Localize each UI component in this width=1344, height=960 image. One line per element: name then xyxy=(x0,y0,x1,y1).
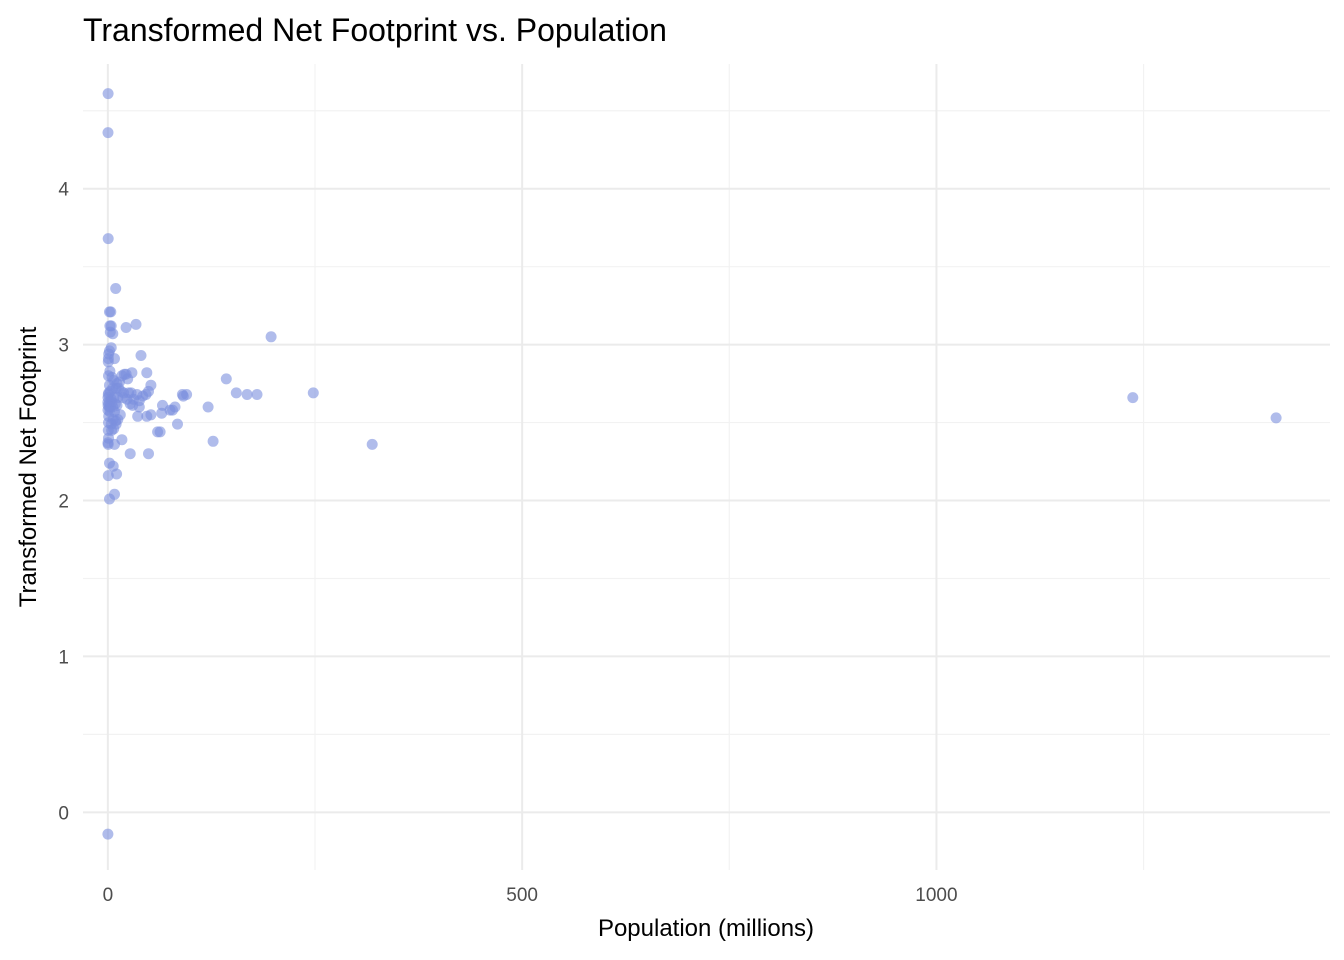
chart-title: Transformed Net Footprint vs. Population xyxy=(83,12,667,48)
y-tick-label: 4 xyxy=(58,180,69,201)
data-point xyxy=(307,387,319,399)
data-point xyxy=(251,389,263,400)
data-point xyxy=(177,390,189,402)
tick-labels: 0 500 1000 0 1 2 3 4 xyxy=(58,180,957,906)
data-point xyxy=(104,493,115,505)
data-point xyxy=(143,385,154,397)
y-tick-label: 3 xyxy=(58,336,69,357)
y-tick-label: 2 xyxy=(58,492,69,513)
data-point xyxy=(120,322,132,333)
data-point xyxy=(366,438,378,450)
data-point xyxy=(102,233,114,245)
data-point xyxy=(110,283,122,294)
data-points xyxy=(102,88,1282,840)
data-point xyxy=(111,468,123,480)
data-point xyxy=(130,318,142,330)
data-point xyxy=(108,423,120,435)
data-point xyxy=(124,448,136,460)
data-point xyxy=(132,410,144,422)
data-point xyxy=(135,350,147,361)
data-point xyxy=(1270,412,1282,424)
data-point xyxy=(220,373,232,385)
data-point xyxy=(169,401,181,413)
data-point xyxy=(154,426,166,438)
data-point xyxy=(230,387,242,399)
x-tick-label: 0 xyxy=(103,885,114,906)
data-point xyxy=(102,470,114,482)
x-tick-label: 500 xyxy=(506,885,538,906)
y-axis-title: Transformed Net Footprint xyxy=(15,326,42,607)
data-point xyxy=(109,438,120,450)
data-point xyxy=(105,306,117,318)
data-point xyxy=(1127,392,1139,404)
data-point xyxy=(107,328,119,340)
data-point xyxy=(141,410,153,422)
data-point xyxy=(241,389,253,400)
data-point xyxy=(202,401,214,413)
data-point xyxy=(172,418,183,430)
data-point xyxy=(133,401,145,413)
data-point xyxy=(156,407,168,419)
data-point xyxy=(207,435,219,447)
y-tick-label: 0 xyxy=(58,803,69,824)
data-point xyxy=(122,373,134,385)
data-point xyxy=(265,331,277,343)
data-point xyxy=(109,353,120,365)
data-point xyxy=(102,88,114,100)
x-tick-label: 1000 xyxy=(915,885,957,906)
data-point xyxy=(102,127,114,139)
data-point xyxy=(143,448,154,460)
grid-lines xyxy=(83,64,1330,870)
data-point xyxy=(102,828,114,840)
y-tick-label: 1 xyxy=(58,647,69,668)
x-axis-title: Population (millions) xyxy=(598,915,814,942)
data-point xyxy=(141,367,153,379)
